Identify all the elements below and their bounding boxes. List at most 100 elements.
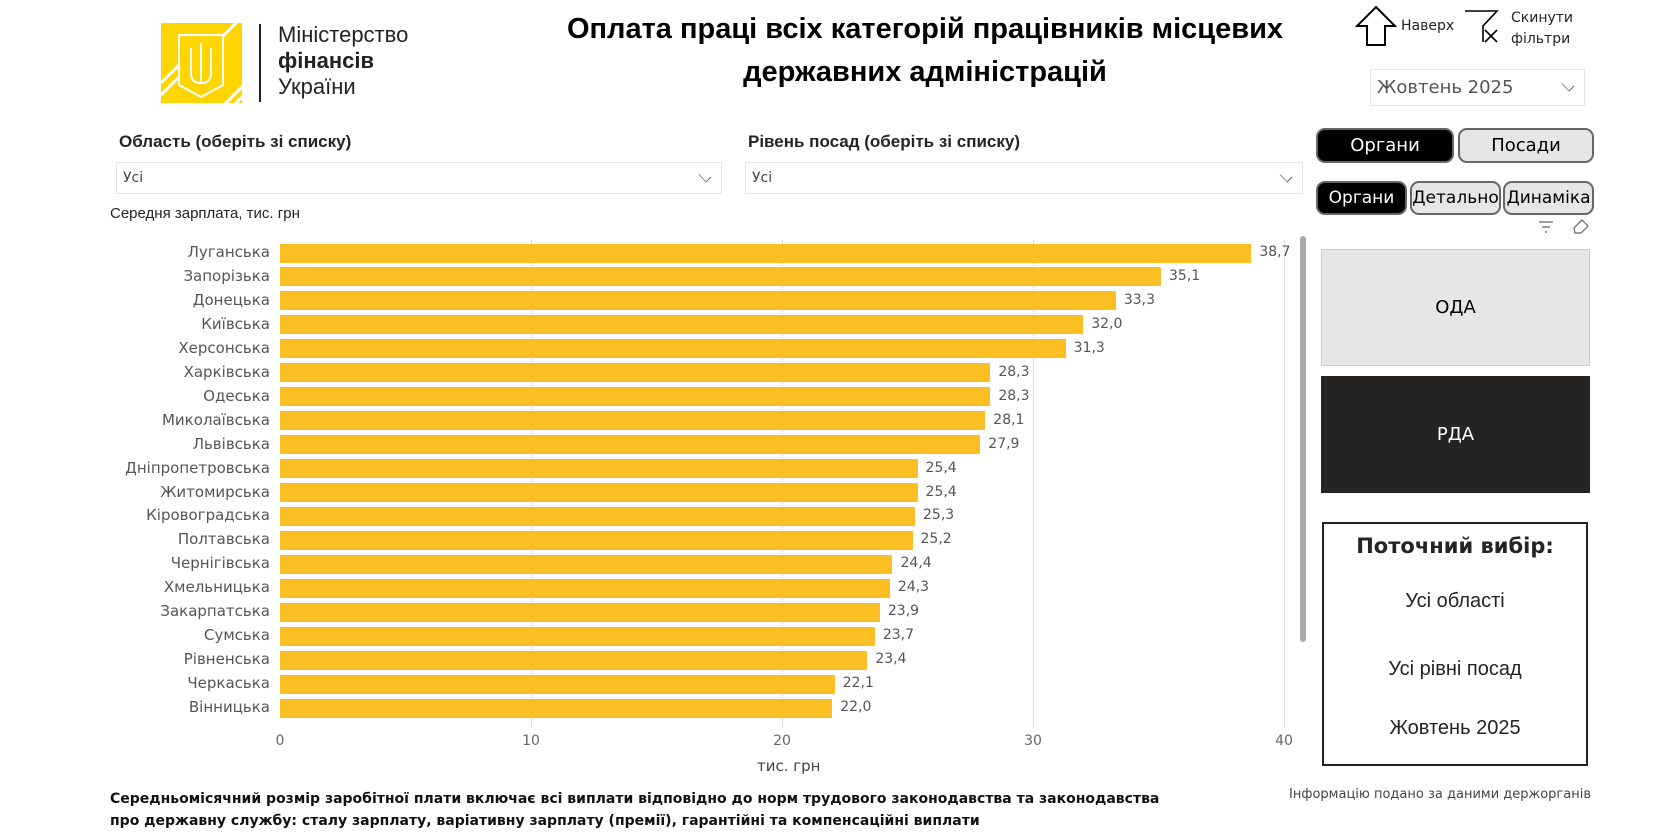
bar[interactable] <box>280 506 916 526</box>
data-label: 28,3 <box>998 363 1030 380</box>
x-tick-label: 20 <box>773 733 791 749</box>
footer-note: Середньомісячний розмір заробітної плати… <box>110 788 1159 832</box>
title-line-2: державних адміністрацій <box>743 56 1107 88</box>
data-label: 28,1 <box>993 411 1025 428</box>
category-label: Чернігівська <box>170 554 270 573</box>
category-label: Миколаївська <box>161 410 270 429</box>
category-label: Дніпропетровська <box>125 458 270 477</box>
bar[interactable] <box>280 530 913 550</box>
category-label: Полтавська <box>177 530 270 549</box>
reset-filters-button[interactable]: Скинути фільтри <box>1463 8 1573 50</box>
bar[interactable] <box>280 339 1066 359</box>
gridline <box>1033 240 1034 728</box>
data-label: 25,2 <box>920 531 952 548</box>
data-label: 23,4 <box>875 651 907 668</box>
tab-posady[interactable]: Посади <box>1458 128 1594 163</box>
category-label: Сумська <box>203 626 270 645</box>
filter-clear-icon <box>1465 10 1499 43</box>
chart-scrollbar[interactable] <box>1300 236 1306 642</box>
level-filter-label: Рівень посад (оберіть зі списку) <box>748 132 1020 151</box>
data-label: 23,9 <box>887 603 920 620</box>
x-tick-label: 30 <box>1024 733 1042 749</box>
data-label: 22,1 <box>842 675 874 692</box>
filter-icon[interactable] <box>1538 220 1554 234</box>
data-label: 25,4 <box>925 483 957 500</box>
x-axis-label: тис. грн <box>757 757 821 775</box>
category-label: Закарпатська <box>160 602 270 621</box>
bar[interactable] <box>280 315 1084 335</box>
subtab-dynamika[interactable]: Динаміка <box>1503 181 1594 215</box>
footer-note-line-1: Середньомісячний розмір заробітної плати… <box>110 791 1160 807</box>
bar[interactable] <box>280 435 981 455</box>
logo-line-2: фінансів <box>278 48 375 73</box>
category-label: Луганська <box>187 243 270 261</box>
bar[interactable] <box>280 291 1116 311</box>
category-label: Одеська <box>203 386 270 405</box>
data-label: 22,0 <box>840 699 872 716</box>
category-label: Харківська <box>183 362 270 381</box>
bar[interactable] <box>280 650 868 670</box>
category-label: Херсонська <box>178 338 270 357</box>
period-value: Жовтень 2025 <box>1377 77 1514 98</box>
data-label: 32,0 <box>1091 315 1123 332</box>
bar-chart: 0 10 20 30 40 Луганська 38,7 Запорізька 35,1 Доне… <box>125 240 1293 749</box>
up-arrow-icon <box>1355 5 1397 46</box>
data-source-note: Інформацію подано за даними держорганів <box>1289 787 1591 802</box>
category-label: Київська <box>201 314 270 333</box>
level-dropdown[interactable]: Усі <box>745 162 1303 194</box>
trident-emblem-icon <box>161 23 242 103</box>
footer-note-line-2: про державну службу: сталу зарплату, вар… <box>110 813 980 829</box>
eraser-icon[interactable] <box>1572 218 1590 236</box>
data-label: 24,3 <box>897 579 930 596</box>
back-to-top-button[interactable]: Наверх <box>1355 5 1454 47</box>
data-label: 33,3 <box>1123 291 1155 308</box>
level-value: Усі <box>752 170 773 186</box>
bar[interactable] <box>280 674 835 694</box>
bar[interactable] <box>280 459 918 479</box>
current-region: Усі області <box>1405 590 1505 612</box>
bar[interactable] <box>280 578 890 598</box>
bar[interactable] <box>280 483 918 502</box>
bar[interactable] <box>280 387 991 407</box>
region-dropdown[interactable]: Усі <box>116 162 722 194</box>
current-period: Жовтень 2025 <box>1389 717 1521 739</box>
category-label: Запорізька <box>183 266 270 285</box>
logo-line-3: України <box>278 74 356 99</box>
current-selection-card: Поточний вибір: Усі області Усі рівні по… <box>1322 522 1588 766</box>
tile-rda[interactable]: РДА <box>1321 376 1590 493</box>
reset-label-2: фільтри <box>1511 31 1571 47</box>
ministry-name: Міністерство фінансів України <box>278 22 408 100</box>
category-label: Донецька <box>192 290 270 309</box>
period-dropdown[interactable]: Жовтень 2025 <box>1370 69 1585 106</box>
bar[interactable] <box>280 243 1252 263</box>
category-label: Хмельницька <box>163 578 270 597</box>
bar[interactable] <box>280 554 893 574</box>
x-tick-label: 10 <box>522 733 540 749</box>
tile-oda[interactable]: ОДА <box>1321 249 1590 366</box>
bar[interactable] <box>280 602 880 622</box>
bar[interactable] <box>280 267 1161 287</box>
data-label: 38,7 <box>1259 244 1291 260</box>
subtab-organy[interactable]: Органи <box>1316 181 1407 215</box>
title-line-1: Оплата праці всіх категорій працівників … <box>566 13 1284 45</box>
data-label: 23,7 <box>882 627 915 644</box>
page-title: Оплата праці всіх категорій працівників … <box>520 8 1330 94</box>
x-tick-label: 40 <box>1275 733 1293 749</box>
ministry-logo <box>161 23 242 103</box>
current-level: Усі рівні посад <box>1388 658 1522 680</box>
data-label: 25,3 <box>923 507 955 524</box>
bar[interactable] <box>280 363 991 383</box>
bar[interactable] <box>280 411 986 431</box>
logo-line-1: Міністерство <box>278 22 409 47</box>
current-selection-title: Поточний вибір: <box>1356 534 1554 558</box>
back-to-top-label: Наверх <box>1401 18 1455 34</box>
tab-organy[interactable]: Органи <box>1316 128 1454 163</box>
logo-divider <box>259 24 261 102</box>
gridline <box>1284 240 1285 728</box>
region-value: Усі <box>123 170 144 186</box>
bar[interactable] <box>280 698 833 718</box>
bar[interactable] <box>280 626 875 646</box>
category-label: Львівська <box>192 434 270 453</box>
region-filter-label: Область (оберіть зі списку) <box>119 132 352 151</box>
subtab-detalno[interactable]: Детально <box>1410 181 1501 215</box>
